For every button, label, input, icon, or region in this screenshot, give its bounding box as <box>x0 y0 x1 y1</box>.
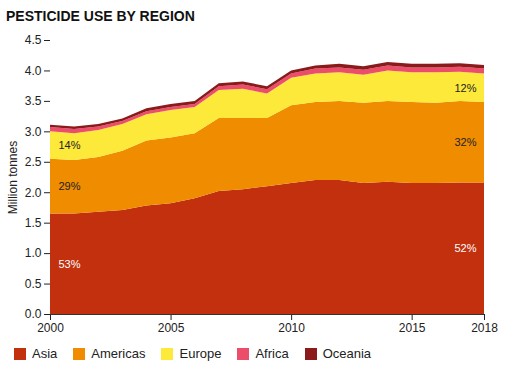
html-text:Americas: Americas <box>91 346 146 361</box>
svg-text:2015: 2015 <box>399 321 426 335</box>
svg-text:52%: 52% <box>454 242 476 254</box>
html-text:Oceania: Oceania <box>322 346 372 361</box>
svg-text:32%: 32% <box>454 136 476 148</box>
svg-text:4.0: 4.0 <box>25 64 42 78</box>
svg-text:29%: 29% <box>59 180 81 192</box>
svg-text:14%: 14% <box>59 139 81 151</box>
svg-text:1.5: 1.5 <box>25 216 42 230</box>
svg-text:Million tonnes: Million tonnes <box>6 141 20 214</box>
html-text:PESTICIDE USE BY REGION: PESTICIDE USE BY REGION <box>6 8 195 24</box>
svg-text:12%: 12% <box>454 82 476 94</box>
svg-text:53%: 53% <box>59 258 81 270</box>
svg-text:0.0: 0.0 <box>25 307 42 321</box>
svg-text:2010: 2010 <box>278 321 305 335</box>
html-text:Europe: Europe <box>179 346 222 361</box>
svg-text:2.5: 2.5 <box>25 155 42 169</box>
svg-text:4.5: 4.5 <box>25 33 42 47</box>
html-text:Africa: Africa <box>255 346 289 361</box>
html-text:Asia: Asia <box>32 346 58 361</box>
svg-text:2000: 2000 <box>37 321 64 335</box>
svg-text:3.0: 3.0 <box>25 125 42 139</box>
svg-text:3.5: 3.5 <box>25 94 42 108</box>
svg-text:0.5: 0.5 <box>25 277 42 291</box>
svg-text:1.0: 1.0 <box>25 246 42 260</box>
svg-text:2018: 2018 <box>471 321 498 335</box>
svg-text:2.0: 2.0 <box>25 186 42 200</box>
svg-text:2005: 2005 <box>158 321 185 335</box>
